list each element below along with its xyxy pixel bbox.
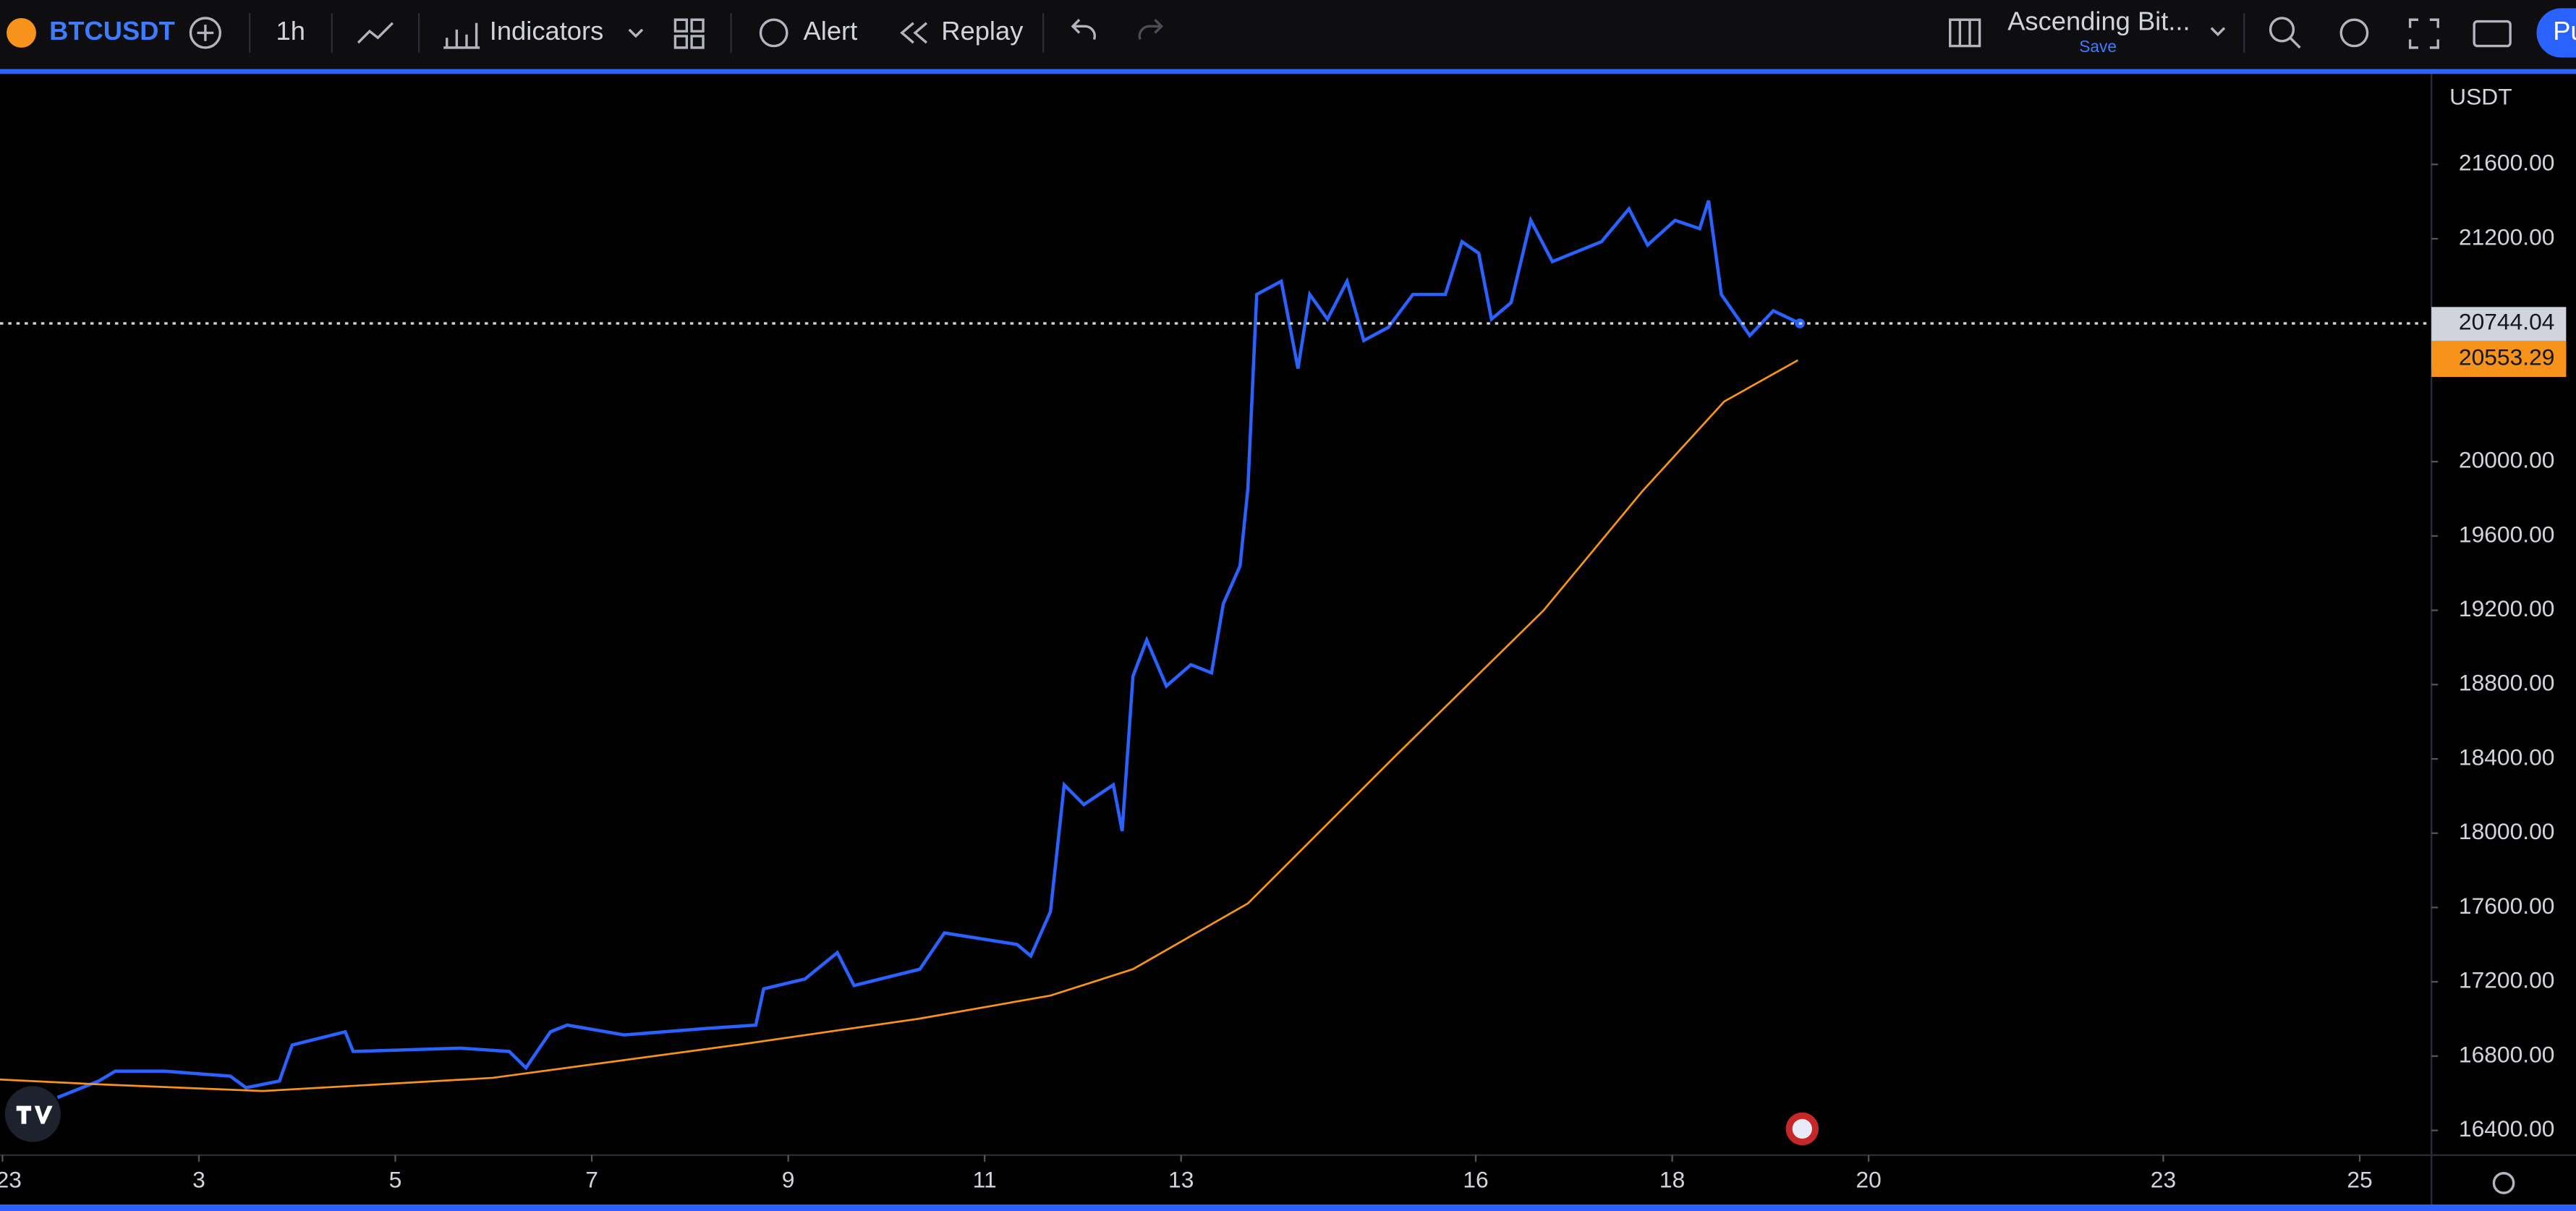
tv-logo[interactable] <box>4 1086 61 1142</box>
y-tick-label: 21600.00 <box>2459 150 2555 176</box>
search-handle <box>2289 37 2301 49</box>
alert-button[interactable]: Alert <box>804 16 858 46</box>
y-tick-label: 18400.00 <box>2459 744 2555 770</box>
publish-label: Pu <box>2553 16 2576 46</box>
interval[interactable]: 1h <box>276 16 305 46</box>
x-tick-label: 5 <box>389 1167 402 1193</box>
save-label[interactable]: Save <box>2079 37 2117 56</box>
x-tick-label: 11 <box>973 1167 997 1193</box>
y-tick-label: 21200.00 <box>2459 224 2555 250</box>
x-tick-label: 16 <box>1463 1167 1488 1193</box>
layout-icon[interactable] <box>1949 18 1981 48</box>
last-price-label: 20744.04 <box>2459 308 2555 334</box>
undo-icon[interactable] <box>1071 19 1096 41</box>
indicators-button[interactable]: Indicators <box>490 16 603 46</box>
tv-logo-mark <box>16 1105 53 1124</box>
x-tick-label: 023 <box>0 1167 22 1193</box>
x-tick-label: 13 <box>1168 1167 1194 1193</box>
bottom-border <box>0 1204 2576 1211</box>
event-icon-inner <box>1792 1118 1812 1139</box>
currency[interactable]: USDT <box>2449 84 2512 110</box>
panel-border <box>0 69 2576 75</box>
symbol[interactable]: BTCUSDT <box>49 16 175 46</box>
chart-type-icon[interactable] <box>357 22 394 44</box>
ma-price-box <box>2431 341 2567 378</box>
dropdown-arrow[interactable] <box>628 28 644 38</box>
series-line <box>56 200 1801 1100</box>
x-tick-label: 20 <box>1856 1167 1881 1193</box>
x-tick-label: 9 <box>782 1167 795 1193</box>
axis-settings-icon[interactable] <box>2492 1172 2515 1194</box>
toolbar <box>0 0 2576 69</box>
symbol-icon <box>7 17 36 48</box>
indicators-icon[interactable] <box>443 22 480 49</box>
x-tick-label: 3 <box>192 1167 205 1193</box>
add-symbol-plus <box>197 25 214 41</box>
y-tick-label: 18800.00 <box>2459 670 2555 696</box>
ma-price-label: 20553.29 <box>2459 344 2555 370</box>
y-tick-label: 20000.00 <box>2459 447 2555 473</box>
y-tick-label: 17600.00 <box>2459 893 2555 919</box>
x-tick-label: 7 <box>585 1167 598 1193</box>
y-tick-label: 19200.00 <box>2459 595 2555 621</box>
x-tick-label: 23 <box>2151 1167 2176 1193</box>
snapshot-icon[interactable] <box>2473 20 2512 48</box>
publish-button[interactable] <box>2536 8 2576 58</box>
alert-icon[interactable] <box>759 18 788 48</box>
y-tick-label: 16400.00 <box>2459 1116 2555 1142</box>
add-symbol-icon[interactable] <box>189 17 222 49</box>
y-tick-label: 18000.00 <box>2459 818 2555 844</box>
templates-icon[interactable] <box>673 18 705 49</box>
search-icon[interactable] <box>2269 17 2295 43</box>
y-tick-label: 19600.00 <box>2459 521 2555 547</box>
replay-icon[interactable] <box>900 22 927 44</box>
fullscreen-icon[interactable] <box>2408 18 2439 49</box>
redo-icon[interactable] <box>1138 19 1164 41</box>
settings-icon[interactable] <box>2339 18 2369 48</box>
replay-button[interactable]: Replay <box>941 16 1024 46</box>
x-tick-label: 25 <box>2347 1167 2372 1193</box>
layout-dropdown[interactable] <box>2210 27 2226 37</box>
series-line <box>0 359 1799 1092</box>
x-tick-label: 18 <box>1659 1167 1685 1193</box>
layout-name[interactable]: Ascending Bit... <box>2007 6 2190 35</box>
y-tick-label: 17200.00 <box>2459 967 2555 993</box>
y-tick-label: 16800.00 <box>2459 1041 2555 1067</box>
